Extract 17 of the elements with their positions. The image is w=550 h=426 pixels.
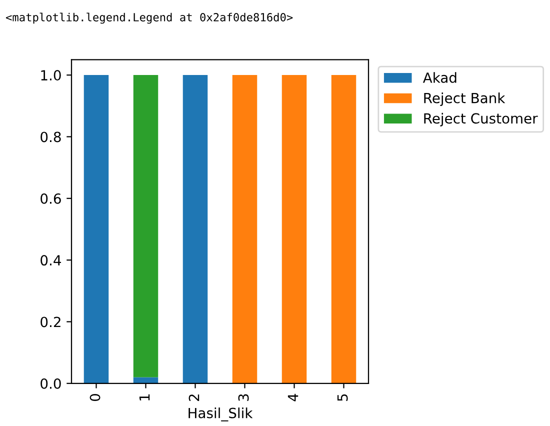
y-tick-label: 0.8	[40, 132, 61, 142]
x-tick-label: 3	[238, 394, 249, 401]
x-axis-title: Hasil_Slik	[188, 408, 253, 422]
legend-label: Reject Bank	[424, 92, 506, 106]
y-tick-label: 0.0	[40, 378, 61, 389]
x-tick-label: 5	[337, 394, 348, 401]
x-tick-label: 4	[288, 394, 298, 402]
y-tick-label: 0.4	[40, 255, 61, 266]
y-tick-label: 0.6	[40, 193, 61, 204]
x-tick-label: 0	[90, 394, 100, 402]
y-tick-label: 0.2	[40, 316, 60, 328]
x-tick-label: 1	[139, 394, 150, 400]
x-tick-label: 2	[188, 394, 200, 401]
text: <matplotlib.legend.Legend at 0x2af0de816d0>	[6, 12, 293, 24]
legend-label: Reject Customer	[424, 112, 538, 126]
y-tick-label: 1.0	[41, 70, 61, 81]
legend-label: Akad	[422, 72, 456, 83]
